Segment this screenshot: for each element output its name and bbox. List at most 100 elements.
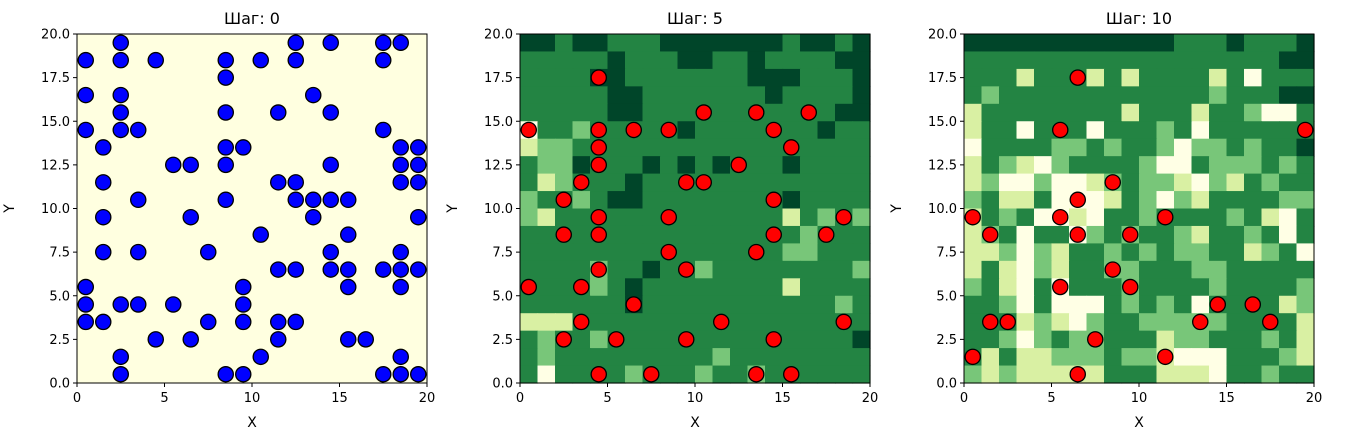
heatmap-cell (1034, 365, 1053, 384)
data-point (374, 261, 392, 278)
data-point (1069, 226, 1087, 243)
heatmap-cell (1296, 86, 1315, 105)
heatmap-cell (1034, 156, 1053, 175)
heatmap-cell (555, 121, 574, 140)
heatmap-cell (1034, 121, 1053, 140)
heatmap-cell (712, 330, 731, 349)
heatmap-cell (817, 86, 836, 105)
data-point (818, 226, 835, 243)
data-point (625, 121, 643, 139)
heatmap-cell (964, 156, 983, 175)
heatmap-cell (999, 208, 1018, 227)
heatmap-cell (607, 313, 626, 332)
heatmap-cell (835, 295, 854, 314)
heatmap-cell (1279, 313, 1298, 332)
heatmap-cell (537, 173, 556, 192)
heatmap-cell (1156, 225, 1175, 244)
data-point (182, 331, 199, 348)
data-point (339, 278, 357, 296)
data-point (1069, 191, 1087, 209)
heatmap-cell (730, 86, 749, 105)
heatmap-cell (747, 278, 766, 297)
heatmap-cell (1261, 225, 1280, 244)
heatmap-cell (590, 173, 609, 192)
data-point (77, 313, 95, 331)
heatmap-cell (1279, 365, 1298, 384)
heatmap-cell (730, 51, 749, 70)
heatmap-cell (660, 295, 679, 314)
heatmap-cell (800, 86, 819, 105)
data-point (182, 208, 199, 226)
data-point (95, 208, 112, 226)
heatmap-cell (607, 243, 626, 262)
heatmap-cell (1191, 348, 1210, 367)
heatmap-cell (782, 121, 801, 140)
heatmap-cell (1086, 208, 1105, 227)
heatmap-cell (1086, 103, 1105, 122)
heatmap-cell (817, 121, 836, 140)
data-point (1244, 296, 1262, 313)
heatmap-cell (537, 138, 556, 157)
data-point (217, 69, 234, 86)
heatmap-cell (660, 313, 679, 332)
heatmap-cell (1244, 191, 1263, 210)
heatmap-cell (1226, 191, 1245, 210)
data-point (1069, 69, 1087, 86)
heatmap-cell (1034, 208, 1053, 227)
heatmap-cell (782, 191, 801, 210)
heatmap-cell (1069, 278, 1088, 297)
y-tick-label: 12.5 (484, 158, 513, 173)
heatmap-cell (747, 260, 766, 279)
heatmap-cell (712, 68, 731, 87)
data-point (392, 243, 409, 261)
heatmap-cell (1261, 34, 1280, 53)
y-tick-label: 2.5 (492, 333, 513, 348)
heatmap-cell (642, 51, 661, 70)
heatmap-cell (1051, 295, 1070, 314)
heatmap-cell (1156, 34, 1175, 53)
heatmap-cell (1244, 51, 1263, 70)
heatmap-cell (1226, 138, 1245, 157)
heatmap-cell (555, 243, 574, 262)
heatmap-cell (1244, 330, 1263, 349)
x-tick-label: 15 (1218, 391, 1235, 406)
heatmap-cell (782, 243, 801, 262)
heatmap-cell (695, 208, 714, 227)
heatmap-cell (1261, 138, 1280, 157)
heatmap-cell (1139, 260, 1158, 279)
heatmap-cell (981, 243, 1000, 262)
heatmap-cell (1226, 156, 1245, 175)
x-tick-label: 0 (73, 391, 81, 406)
data-point (112, 104, 130, 121)
heatmap-cell (1034, 260, 1053, 279)
heatmap-cell (1209, 86, 1228, 105)
heatmap-cell (1104, 295, 1123, 314)
heatmap-cell (1139, 138, 1158, 157)
heatmap-cell (817, 365, 836, 384)
data-point (322, 261, 339, 278)
heatmap-cell (1086, 278, 1105, 297)
data-point (520, 278, 538, 296)
heatmap-cell (800, 156, 819, 175)
heatmap-cell (1069, 51, 1088, 70)
heatmap-cell (1226, 243, 1245, 262)
data-point (252, 226, 269, 243)
heatmap-cell (520, 191, 539, 210)
heatmap-cell (981, 330, 1000, 349)
heatmap-cell (1086, 260, 1105, 279)
data-point (199, 243, 217, 261)
heatmap-cell (964, 295, 983, 314)
heatmap-cell (625, 243, 644, 262)
heatmap-cell (712, 260, 731, 279)
data-point (339, 331, 357, 348)
data-point (95, 174, 112, 191)
heatmap-cell (1156, 278, 1175, 297)
data-point (322, 156, 339, 174)
heatmap-cell (852, 348, 871, 367)
heatmap-cell (642, 225, 661, 244)
heatmap-cell (1191, 173, 1210, 192)
data-point (322, 104, 339, 121)
heatmap-cell (607, 348, 626, 367)
heatmap-cell (642, 278, 661, 297)
data-point (252, 51, 269, 69)
